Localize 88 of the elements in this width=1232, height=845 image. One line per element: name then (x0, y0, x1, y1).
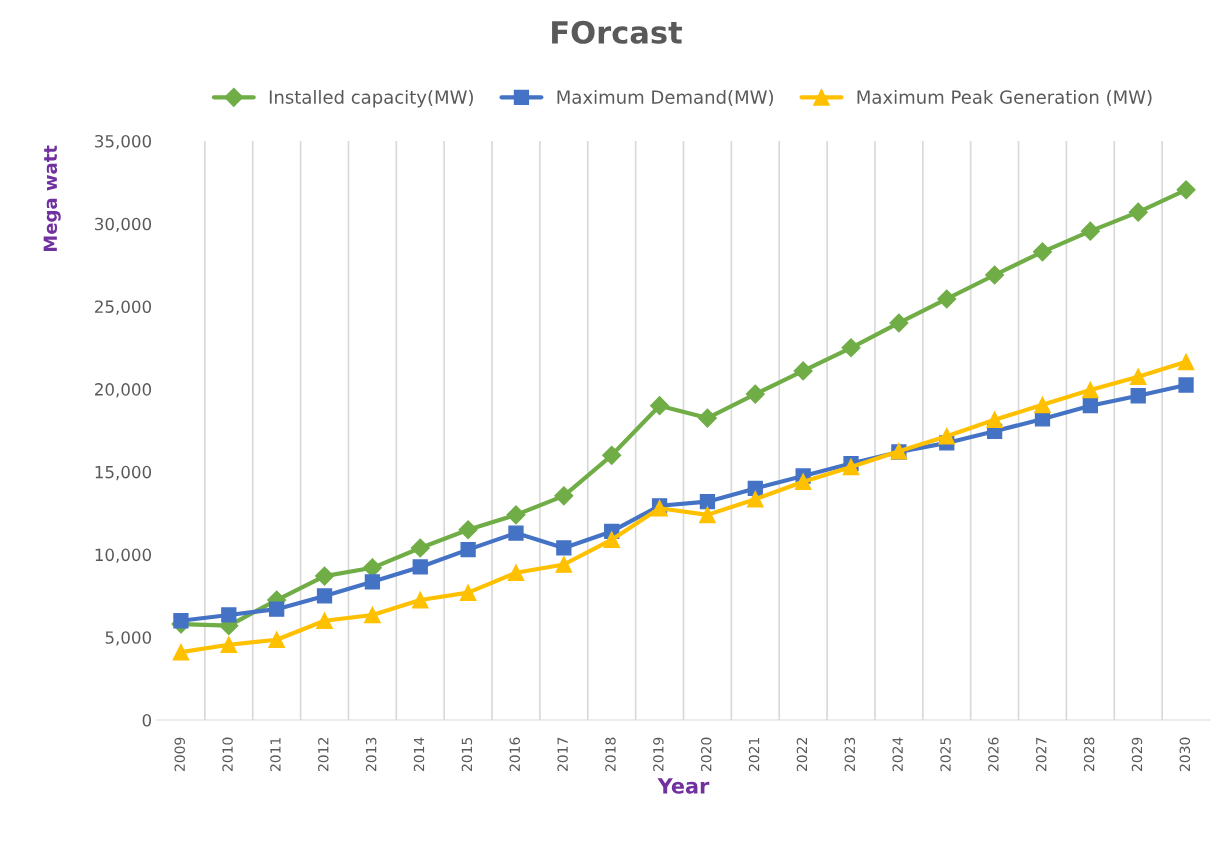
point (1130, 388, 1146, 404)
y-tick-label: 15,000 (95, 465, 152, 481)
y-tick-label: 10,000 (95, 548, 152, 563)
point (220, 636, 238, 654)
x-tick-label: 2021 (748, 737, 760, 771)
x-tick-label: 2028 (1083, 737, 1095, 771)
point (173, 613, 189, 629)
x-tick-label: 2024 (892, 737, 903, 771)
legend-label: Maximum Demand(MW) (557, 89, 773, 107)
x-tick-label: 2019 (653, 737, 664, 771)
point (269, 601, 285, 617)
point (1082, 381, 1099, 399)
point (506, 505, 526, 525)
point (555, 556, 573, 573)
point (507, 564, 525, 582)
point (1129, 368, 1147, 386)
chart-title: FOrcast (552, 20, 683, 44)
point (1128, 202, 1148, 222)
x-tick-label: 2025 (940, 737, 951, 771)
x-tick-label: 2011 (270, 737, 281, 771)
y-tick-label: 25,000 (95, 300, 152, 315)
legend-label: Maximum Peak Generation (MW) (857, 89, 1152, 107)
point (364, 606, 381, 624)
x-axis-title: Year (657, 778, 710, 794)
point (508, 525, 524, 541)
x-tick-label: 2013 (365, 737, 377, 771)
point (1034, 411, 1051, 427)
point (1080, 221, 1100, 241)
x-tick-label: 2018 (605, 737, 616, 771)
point (699, 506, 716, 524)
point (603, 531, 621, 549)
point (268, 631, 285, 649)
x-tick-label: 2020 (700, 737, 712, 771)
point (172, 643, 190, 661)
point (841, 338, 861, 358)
point (460, 541, 476, 558)
point (985, 265, 1005, 285)
x-tick-label: 2012 (318, 738, 329, 771)
point (842, 458, 860, 476)
point (746, 490, 764, 508)
point (1034, 396, 1051, 414)
point (794, 473, 812, 491)
point (1178, 377, 1194, 393)
x-tick-label: 2010 (222, 737, 233, 771)
point (412, 559, 428, 575)
y-tick-label: 20,000 (95, 383, 152, 398)
point (602, 445, 622, 465)
point (221, 607, 237, 623)
x-tick-label: 2016 (509, 737, 521, 771)
point (556, 540, 572, 556)
point (554, 486, 574, 506)
x-tick-label: 2027 (1036, 737, 1047, 771)
x-tick-label: 2023 (844, 737, 856, 771)
x-tick-label: 2026 (988, 737, 999, 771)
point (316, 588, 333, 604)
point (938, 427, 956, 445)
y-tick-label: 5,000 (105, 631, 152, 646)
x-tick-label: 2030 (1179, 737, 1191, 771)
x-tick-label: 2022 (796, 738, 808, 771)
point (1032, 242, 1053, 262)
point (697, 408, 717, 428)
point (986, 411, 1003, 429)
point (411, 591, 429, 609)
point (793, 361, 813, 381)
point (650, 396, 670, 416)
y-tick-label: 30,000 (95, 217, 152, 232)
y-tick-label: 0 (142, 713, 152, 727)
y-axis-title: Mega watt (43, 145, 61, 252)
point (364, 574, 381, 590)
point (1177, 353, 1195, 371)
point (889, 313, 909, 333)
point (1176, 180, 1196, 200)
point (1082, 398, 1098, 414)
point (314, 566, 335, 586)
point (937, 289, 957, 309)
legend-label: Installed capacity(MW) (269, 89, 473, 108)
point (316, 612, 333, 630)
point (458, 520, 478, 540)
y-tick-label: 35,000 (95, 134, 152, 150)
point (745, 384, 765, 404)
point (459, 584, 477, 601)
x-tick-label: 2029 (1131, 737, 1143, 771)
x-tick-label: 2009 (174, 737, 185, 771)
point (699, 493, 716, 510)
point (410, 538, 430, 558)
x-tick-label: 2015 (461, 737, 473, 771)
x-tick-label: 2014 (413, 737, 425, 771)
x-tick-label: 2017 (557, 737, 568, 771)
